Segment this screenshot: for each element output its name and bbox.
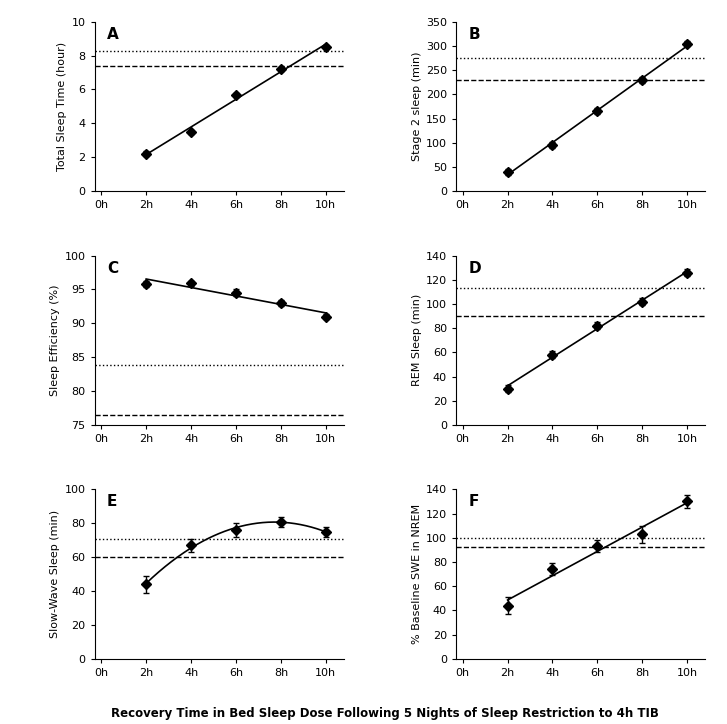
Y-axis label: % Baseline SWE in NREM: % Baseline SWE in NREM bbox=[411, 504, 422, 644]
Text: B: B bbox=[468, 27, 480, 42]
Text: F: F bbox=[468, 494, 479, 510]
Text: D: D bbox=[468, 261, 481, 276]
Text: E: E bbox=[107, 494, 117, 510]
Y-axis label: REM Sleep (min): REM Sleep (min) bbox=[411, 294, 422, 387]
Y-axis label: Stage 2 sleep (min): Stage 2 sleep (min) bbox=[411, 51, 422, 161]
Y-axis label: Sleep Efficiency (%): Sleep Efficiency (%) bbox=[50, 285, 60, 396]
Y-axis label: Total Sleep Time (hour): Total Sleep Time (hour) bbox=[57, 42, 68, 171]
Y-axis label: Slow-Wave Sleep (min): Slow-Wave Sleep (min) bbox=[50, 510, 60, 638]
Text: A: A bbox=[107, 27, 119, 42]
Text: C: C bbox=[107, 261, 118, 276]
Text: Recovery Time in Bed Sleep Dose Following 5 Nights of Sleep Restriction to 4h TI: Recovery Time in Bed Sleep Dose Followin… bbox=[111, 707, 659, 720]
